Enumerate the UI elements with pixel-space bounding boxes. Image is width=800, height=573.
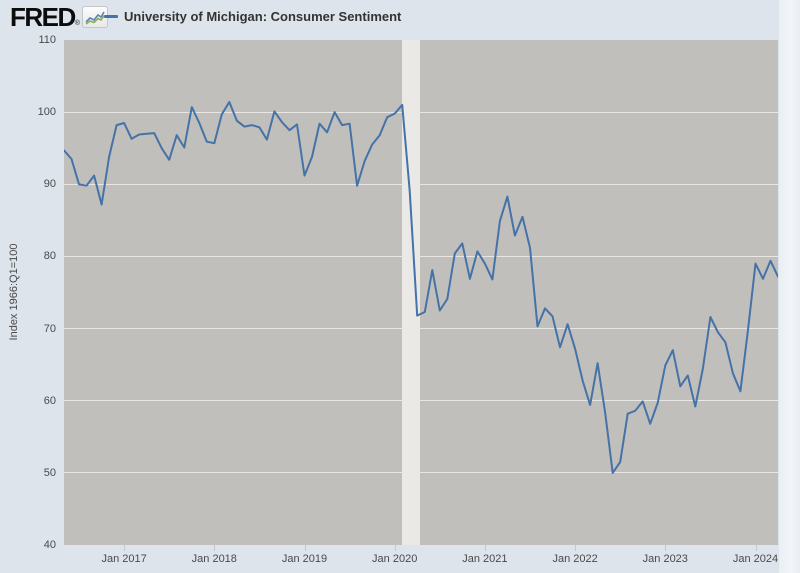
gridline-y-90 [64,183,778,185]
gridline-y-100 [64,111,778,113]
right-edge-gradient [779,0,800,573]
y-axis-label-70: 70 [43,322,56,335]
y-axis-label-100: 100 [37,106,56,119]
series-line [64,101,778,474]
x-axis-label: Jan 2021 [462,553,508,565]
y-axis-label-110: 110 [38,34,56,46]
y-axis-label-90: 90 [43,178,56,191]
x-axis-label: Jan 2022 [552,553,598,565]
series-legend-label: University of Michigan: Consumer Sentime… [124,8,402,24]
x-axis-tick [124,545,126,551]
x-axis-tick [214,545,216,551]
x-axis-label: Jan 2023 [642,553,688,565]
x-axis-label: Jan 2024 [732,553,779,565]
x-axis-tick [394,545,396,551]
y-axis-label-50: 50 [43,466,56,479]
series-color-swatch [104,14,118,18]
y-axis-label-80: 80 [43,250,56,263]
fred-logo-text: FRED [10,2,76,32]
x-axis-tick [304,545,306,551]
x-axis-tick [575,545,577,551]
gridline-y-70 [64,328,778,330]
x-axis-label: Jan 2018 [191,553,237,565]
x-axis-tick [755,545,757,551]
gridline-y-50 [64,472,778,474]
gridline-y-80 [64,255,778,257]
x-axis-label: Jan 2019 [281,553,328,565]
x-axis-label: Jan 2017 [101,553,147,565]
registered-trademark: ® [74,20,80,27]
plot-area[interactable] [64,40,778,545]
x-axis-tick [665,545,667,551]
y-axis-label-60: 60 [43,394,56,407]
chart-legend[interactable]: University of Michigan: Consumer Sentime… [104,0,401,32]
y-axis-label-40: 40 [43,539,56,551]
fred-logo[interactable]: FRED ® [10,3,108,31]
x-axis-label: Jan 2020 [372,553,418,565]
gridline-y-60 [64,400,778,402]
x-axis-tick [484,545,486,551]
